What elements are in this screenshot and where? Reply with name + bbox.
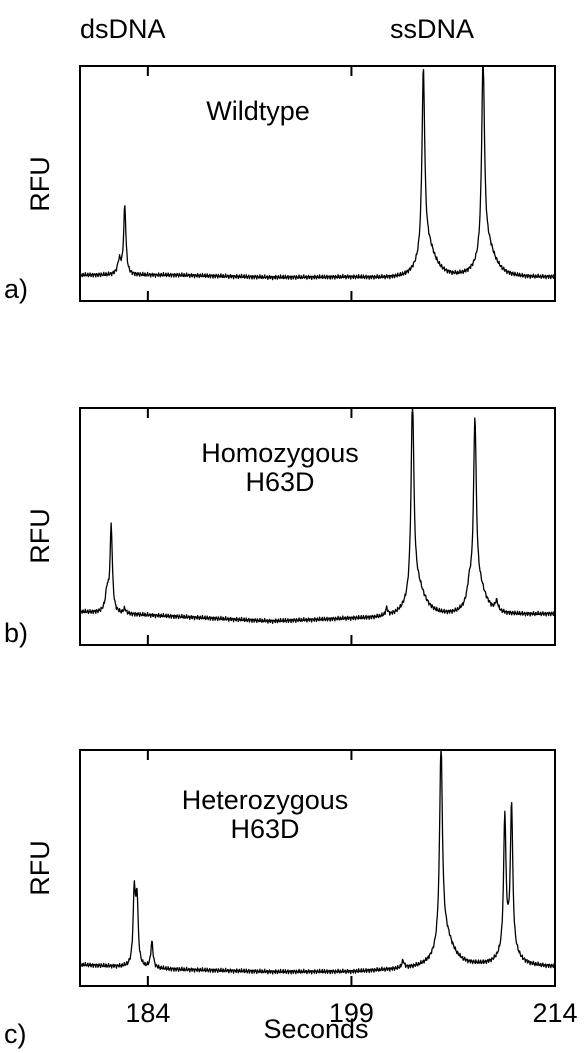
plot-frame — [79, 65, 556, 302]
x-tick-label: 214 — [532, 998, 577, 1028]
panel-label: c) — [4, 1019, 27, 1049]
sample-annotation: H63D — [230, 814, 299, 844]
x-axis-title: Seconds — [263, 1014, 368, 1044]
trace-line-3 — [79, 749, 556, 975]
sample-annotation: Heterozygous — [182, 785, 349, 815]
trace-line-1 — [79, 65, 556, 281]
y-axis-label: RFU — [25, 508, 55, 564]
panel-1: RFU a) Wildtype — [4, 65, 556, 304]
plot-frame — [79, 407, 556, 646]
panel-label: a) — [4, 274, 28, 304]
trace-line-2 — [79, 407, 556, 624]
sample-annotation: H63D — [245, 467, 314, 497]
x-tick-label: 199 — [329, 998, 374, 1028]
panel-label: b) — [4, 618, 28, 648]
y-axis-label: RFU — [25, 156, 55, 212]
sample-annotation: Homozygous — [201, 438, 359, 468]
header-dsdna-label: dsDNA — [80, 14, 166, 44]
x-tick-label: 184 — [125, 998, 170, 1028]
sample-annotation: Wildtype — [206, 96, 310, 126]
y-axis-label: RFU — [25, 840, 55, 896]
plot-frame — [79, 749, 556, 987]
header-ssdna-label: ssDNA — [390, 14, 474, 44]
